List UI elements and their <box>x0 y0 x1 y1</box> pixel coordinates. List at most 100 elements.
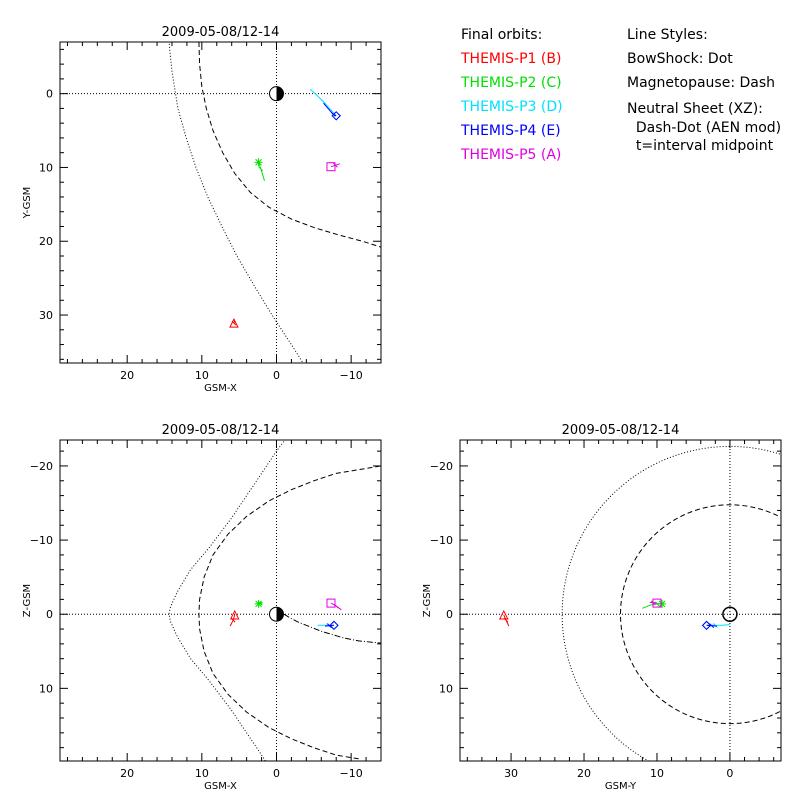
panel-title: 2009-05-08/12-14 <box>162 423 280 438</box>
plot-area <box>60 440 381 761</box>
x-tick-label: 20 <box>120 369 134 382</box>
midpoint-tick <box>330 111 336 117</box>
diamond-marker <box>329 620 339 631</box>
asterisk-stroke <box>658 600 666 608</box>
tick-marks <box>60 42 382 363</box>
x-tick-label: −10 <box>340 767 363 780</box>
asterisk-marker <box>658 599 667 608</box>
y-tick-label: 10 <box>39 682 53 695</box>
plot-frame <box>59 439 382 762</box>
asterisk-stroke <box>255 158 262 166</box>
style-midpoint: t=interval midpoint <box>627 138 774 154</box>
orbit-4 <box>323 102 341 121</box>
bow-shock-curve <box>168 440 286 761</box>
diamond-marker <box>701 620 712 631</box>
orbits-legend: Final orbits: THEMIS-P1 (B) THEMIS-P2 (C… <box>461 23 563 167</box>
orbit-track-3 <box>309 88 337 117</box>
legend-probe-p3: THEMIS-P3 (D) <box>461 99 563 115</box>
panel-xy: 20 10 0 −10 0 10 20 30 2009-05-08/12-14 GSM-X Y-GS… <box>22 25 382 394</box>
midpoint-tick <box>258 166 264 172</box>
style-bowshock: BowShock: Dot <box>627 51 733 67</box>
panel-title: 2009-05-08/12-14 <box>162 25 280 40</box>
x-axis-label: GSM-X <box>204 383 237 394</box>
panel-title: 2009-05-08/12-14 <box>562 423 680 438</box>
orbit-4 <box>701 620 717 631</box>
magnetopause-curve <box>198 42 381 248</box>
plot-area <box>60 42 381 363</box>
plot-frame <box>459 439 782 762</box>
earth-circle <box>722 606 738 622</box>
orbits-legend-title: Final orbits: <box>461 27 543 43</box>
y-tick-label: −10 <box>430 534 453 547</box>
x-tick-label: 10 <box>650 767 664 780</box>
midpoint-tick <box>257 600 263 606</box>
y-tick-label: 0 <box>446 608 453 621</box>
y-axis-label: Z-GSM <box>22 584 33 617</box>
square-marker <box>326 598 336 608</box>
style-dash-dot: Dash-Dot (AEN mod) <box>627 120 782 136</box>
midpoint-tick <box>709 623 715 629</box>
line-styles-legend: Line Styles: BowShock: Dot Magnetopause:… <box>627 23 781 155</box>
earth-icon <box>268 606 284 622</box>
square-marker <box>326 162 336 172</box>
orbit-1 <box>229 318 239 328</box>
neutral-sheet-curve <box>283 613 381 644</box>
orbit-5 <box>326 598 342 611</box>
orbit-1 <box>229 609 240 627</box>
orbit-5 <box>649 598 662 608</box>
style-neutral-sheet: Neutral Sheet (XZ): <box>627 101 763 117</box>
orbit-track-4 <box>323 102 337 117</box>
y-tick-label: 30 <box>39 309 53 322</box>
orbit-track-2 <box>642 603 663 609</box>
midpoint-tick <box>333 603 339 609</box>
midpoint-tick <box>327 623 332 629</box>
x-tick-label: 30 <box>504 767 518 780</box>
midpoint-tick <box>333 162 338 168</box>
midpoint-tick <box>321 99 326 105</box>
x-tick-label: 0 <box>273 369 280 382</box>
midpoint-tick <box>503 617 509 623</box>
bow-shock-circle <box>561 445 781 761</box>
y-tick-label: 0 <box>46 88 53 101</box>
x-tick-label: 0 <box>726 767 733 780</box>
legend-probe-p1: THEMIS-P1 (B) <box>461 51 562 67</box>
y-axis-label: Z-GSM <box>422 584 433 617</box>
orbit-4 <box>324 620 339 631</box>
triangle-marker <box>229 609 240 620</box>
bow-shock-curve <box>168 42 304 363</box>
square-marker <box>652 598 662 608</box>
earth-icon <box>268 86 284 102</box>
x-axis-label: GSM-Y <box>605 781 637 792</box>
orbit-2 <box>254 158 265 181</box>
orbit-5 <box>326 162 341 172</box>
legend-probe-p4: THEMIS-P4 (E) <box>461 123 561 139</box>
line-styles-title: Line Styles: <box>627 27 708 43</box>
midpoint-tick <box>231 320 237 326</box>
orbit-2 <box>254 599 263 608</box>
x-tick-label: 10 <box>195 767 209 780</box>
y-tick-label: 0 <box>46 608 53 621</box>
triangle-marker <box>498 609 509 620</box>
y-tick-label: −20 <box>430 460 453 473</box>
y-tick-label: 10 <box>439 682 453 695</box>
x-axis-label: GSM-X <box>204 781 237 792</box>
x-tick-label: −10 <box>340 369 363 382</box>
tick-marks <box>60 440 382 761</box>
x-tick-label: 20 <box>577 767 591 780</box>
midpoint-tick <box>650 600 656 606</box>
style-magnetopause: Magnetopause: Dash <box>627 75 776 91</box>
magnetopause-circle <box>620 504 781 725</box>
asterisk-stroke <box>255 600 262 608</box>
asterisk-marker <box>254 158 263 167</box>
x-tick-label: 0 <box>273 767 280 780</box>
magnetopause-curve <box>198 465 381 760</box>
triangle-marker <box>229 318 239 328</box>
plot-frame <box>59 41 382 364</box>
panel-xz: 20 10 0 −10 10 0 −10 −20 2009-05-08/12-14 GSM-X Z-… <box>22 423 382 792</box>
y-tick-label: −10 <box>30 534 53 547</box>
midpoint-tick <box>712 622 718 628</box>
y-tick-label: −20 <box>30 460 53 473</box>
x-tick-label: 10 <box>195 369 209 382</box>
y-tick-label: 20 <box>39 235 53 248</box>
